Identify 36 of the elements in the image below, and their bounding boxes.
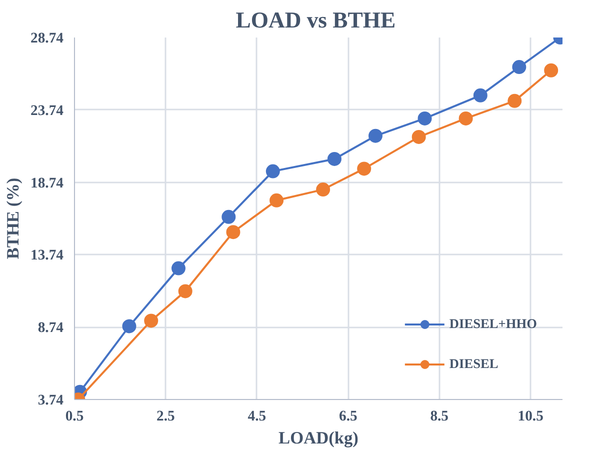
point [508,94,522,108]
point [357,162,372,176]
point [458,111,473,126]
point [412,130,426,144]
point [368,128,383,143]
point [144,314,158,328]
x-tick-label: 0.5 [65,408,84,424]
y-axis-title: BTHE (%) [4,178,23,260]
x-tick-label: 10.5 [518,408,544,424]
chart-title: LOAD vs BTHE [236,8,396,32]
legend-label: DIESEL+HHO [449,316,537,332]
point [178,284,192,298]
y-tick-label: 8.74 [38,320,64,336]
point [473,88,488,102]
y-tick-label: 23.74 [30,102,64,119]
legend-label: DIESEL [449,356,498,372]
x-tick-label: 8.5 [430,408,449,424]
x-tick-label: 2.5 [156,408,175,424]
point [122,319,136,334]
x-axis-title: LOAD(kg) [278,428,359,448]
point [171,261,186,276]
y-tick-label: 18.74 [30,175,64,192]
x-tick-label: 4.5 [248,408,266,424]
point [316,182,330,197]
point [327,152,342,166]
point [226,225,240,240]
point [544,63,558,78]
y-tick-label: 13.74 [30,248,64,264]
point [418,111,432,126]
point [512,60,526,74]
x-tick-label: 6.5 [338,408,358,424]
y-tick-label: 3.74 [38,392,64,408]
point [270,193,284,208]
y-tick-label: 28.74 [30,30,64,46]
point [222,210,236,224]
point [266,164,280,178]
